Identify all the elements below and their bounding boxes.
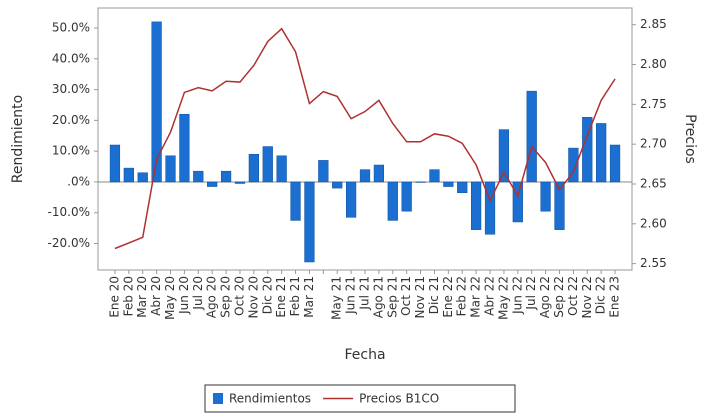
legend-swatch [213,393,223,404]
bar [318,160,329,183]
bar [401,181,412,212]
x-tick-label: Ene 23 [608,276,622,318]
bar [471,181,482,230]
bar [457,181,468,193]
bar [332,181,343,189]
bar [484,181,496,235]
bar [554,181,565,230]
legend [204,384,516,413]
bar [540,181,551,212]
bar [387,181,398,221]
y-tick-label: 10.0% [52,144,90,158]
bar [609,144,621,183]
x-tick-label: Ene 21 [274,276,288,318]
x-tick-label: Jun 21 [344,276,358,315]
y2-tick-label: 2.85 [640,17,667,31]
bar [359,169,371,183]
x-tick-label: Ago 21 [371,276,385,318]
bar [512,181,523,223]
x-tick-label: Jun 22 [510,276,524,315]
y2-axis-label: Precios [682,114,698,164]
y-tick-label: 50.0% [52,21,90,35]
bar [137,172,148,183]
line [114,27,616,250]
bar [429,169,440,183]
bar [109,144,121,183]
y-tick-label: 20.0% [52,113,90,127]
x-tick-label: Ago 22 [538,276,552,318]
y-tick-label: .0% [67,174,90,188]
x-axis-label: Fecha [344,347,385,363]
bar [151,21,162,183]
x-tick-label: Feb 21 [288,276,302,316]
y2-tick-label: 2.80 [640,57,667,71]
bar [234,181,246,184]
bar [262,146,273,183]
x-tick-label: Dic 22 [594,276,608,314]
bar [220,170,232,183]
x-tick-label: Mar 21 [302,276,316,318]
y-tick-label: -10.0% [48,205,90,219]
x-tick-label: Ene 22 [441,276,455,318]
bar [123,167,134,183]
bar [290,181,301,221]
bar [443,181,454,187]
x-tick-label: Sep 20 [219,276,233,318]
x-tick-label: Nov 22 [580,276,594,319]
bar [248,153,259,183]
legend-label: Rendimientos [229,392,311,406]
bar [498,129,510,183]
x-tick-label: Jul 20 [191,276,205,311]
y2-tick-label: 2.60 [640,216,667,230]
legend-label: Precios B1CO [359,392,439,406]
x-tick-label: Ago 20 [205,276,219,318]
x-tick-label: Jun 20 [177,276,191,315]
bar [179,113,190,183]
y-tick-label: 30.0% [52,82,90,96]
x-tick-label: Oct 22 [566,276,580,316]
x-tick-label: Sep 21 [385,276,399,318]
bar [568,147,579,183]
bar [526,90,537,183]
y2-tick-label: 2.75 [640,97,667,111]
x-tick-label: Abr 22 [483,276,497,316]
bar [193,170,204,183]
y2-tick-label: 2.70 [640,137,667,151]
y-tick-label: 40.0% [52,51,90,65]
x-tick-label: Jul 22 [524,276,538,311]
bar [207,181,218,187]
x-tick-label: Nov 21 [413,276,427,319]
x-tick-label: Abr 20 [149,276,163,316]
bar [304,181,315,263]
x-tick-label: Nov 20 [246,276,260,319]
bar [165,155,176,183]
y2-tick-label: 2.65 [640,176,667,190]
x-tick-label: Dic 20 [260,276,274,314]
x-tick-label: Jul 21 [358,276,372,311]
bar [276,155,287,183]
x-tick-label: Feb 22 [455,276,469,316]
x-tick-label: Ene 20 [107,276,121,318]
x-tick-label: Dic 21 [427,276,441,314]
x-tick-label: May 22 [496,276,510,320]
x-tick-label: Mar 22 [469,276,483,318]
bar [345,181,357,218]
y-axis-label: Rendimiento [10,95,26,183]
bar [415,181,426,183]
y2-tick-label: 2.55 [640,256,667,270]
x-tick-label: May 21 [330,276,344,320]
x-tick-label: Feb 20 [121,276,135,316]
bar [596,123,607,183]
y-tick-label: -20.0% [48,236,90,250]
x-tick-label: Oct 20 [232,276,246,316]
x-tick-label: Sep 22 [552,276,566,318]
x-tick-label: Oct 21 [399,276,413,316]
x-tick-label: May 20 [163,276,177,320]
bar [373,164,385,183]
plot-area [97,7,633,271]
x-tick-label: Mar 20 [135,276,149,318]
